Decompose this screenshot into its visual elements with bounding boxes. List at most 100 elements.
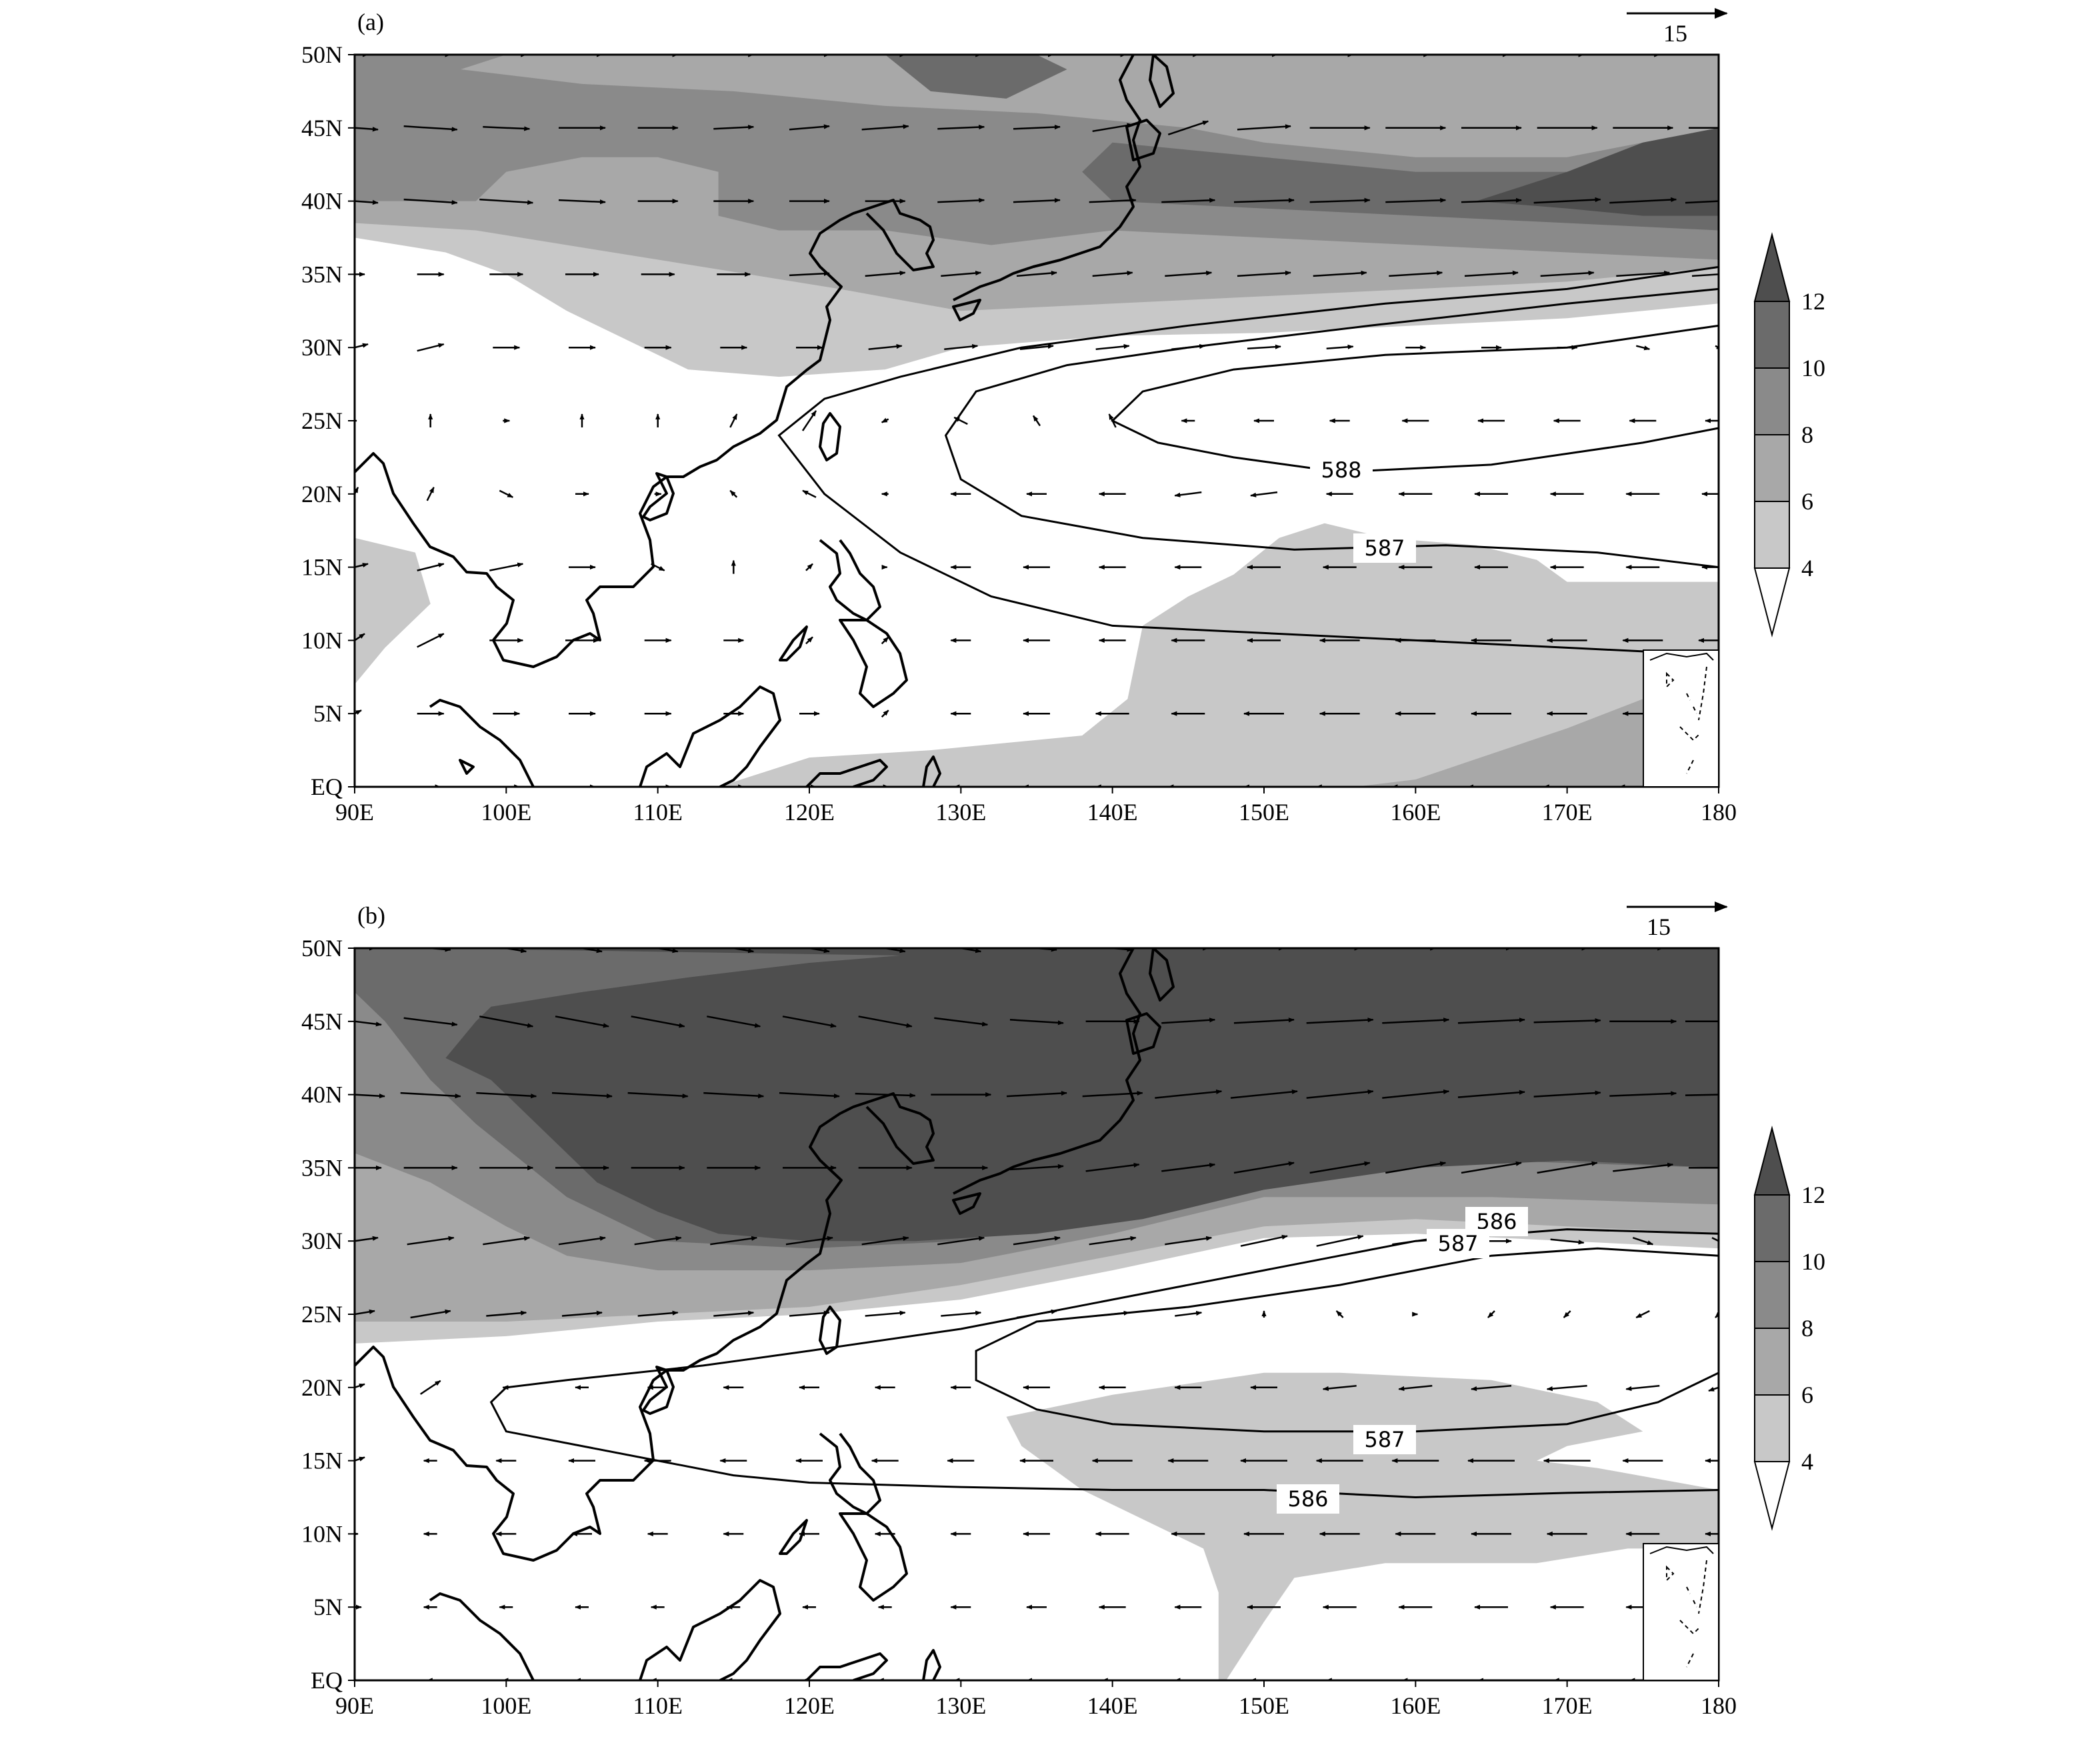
wind-vector-b	[1233, 1018, 1295, 1024]
wind-vector-b	[634, 1236, 682, 1246]
x-tick-label: 110E	[633, 799, 683, 825]
wind-vector-b	[1082, 1090, 1143, 1098]
colorbar-label: 8	[1801, 1315, 1813, 1342]
wind-vector-b	[1382, 1089, 1450, 1099]
wind-vector-a	[941, 270, 982, 277]
x-tick-label: 150E	[1239, 799, 1289, 825]
wind-vector-b	[558, 1236, 606, 1246]
wind-vector-b	[858, 1016, 913, 1028]
inset-map-b	[1643, 1543, 1719, 1681]
contour-label-588-a: 588	[1321, 457, 1361, 483]
wind-vector-b	[1715, 1312, 1719, 1318]
wind-vector-a	[1309, 197, 1371, 203]
x-tick-label: 120E	[784, 1692, 835, 1719]
shade-region-a-9	[1355, 669, 1719, 787]
colorbar-segment	[1754, 301, 1790, 369]
axis-ticks-a: 90E 100E 110E 120E 130E 140E 150E 160E 170E 180 EQ…	[301, 41, 1737, 825]
wind-vector-b	[1009, 1019, 1064, 1026]
map-panel-b: (b) 90E 100E	[301, 902, 1825, 1719]
wind-vector-b	[1471, 1385, 1512, 1392]
wind-vector-a	[417, 633, 445, 648]
y-tick-label: 40N	[301, 188, 343, 215]
x-tick-label: 110E	[633, 1692, 683, 1719]
wind-vector-a	[1233, 197, 1295, 203]
wind-vector-a	[1250, 491, 1278, 497]
wind-vector-b	[1613, 1162, 1674, 1172]
y-tick-label: 25N	[301, 1301, 343, 1328]
wind-vector-b	[1385, 1161, 1447, 1174]
wind-vector-b	[1316, 1234, 1364, 1247]
wind-vector-b	[1533, 1090, 1601, 1098]
wind-vector-b	[782, 1016, 837, 1028]
y-tick-label: 45N	[301, 1008, 343, 1035]
wind-vector-a	[1540, 270, 1595, 277]
contour-label-587-bottom-b: 587	[1364, 1427, 1405, 1452]
wind-vector-a	[403, 198, 458, 205]
wind-vector-b	[779, 1092, 840, 1099]
wind-vector-b	[561, 1310, 603, 1317]
colorbar-segment	[1754, 1394, 1790, 1462]
y-tick-label: 35N	[301, 1154, 343, 1181]
wind-vector-b	[707, 1016, 761, 1028]
shade-region-b-5	[1006, 1372, 1719, 1680]
reference-vector-b: 15	[1627, 902, 1728, 940]
coastlines-a	[355, 55, 1175, 787]
wind-vector-a	[881, 417, 889, 423]
wind-vector-b	[804, 948, 830, 954]
contour-labels-b: 586 587 587 586	[1277, 1207, 1528, 1514]
wind-vector-b	[937, 1236, 985, 1246]
reference-vector-label-a: 15	[1663, 20, 1687, 47]
shading-layer-b	[355, 948, 1719, 1680]
wind-vector-a	[1685, 200, 1719, 204]
wind-vector-b	[1609, 1091, 1677, 1097]
x-tick-label: 160E	[1390, 799, 1441, 825]
wind-vector-b	[479, 1016, 534, 1028]
y-tick-label: 10N	[301, 627, 343, 653]
wind-vector-a	[1237, 124, 1291, 131]
wind-vector-b	[710, 1236, 758, 1246]
wind-vector-b	[1102, 948, 1133, 952]
wind-vector-a	[1095, 343, 1130, 350]
wind-vector-b	[1625, 1385, 1660, 1392]
shade-region-a-4	[885, 55, 1067, 99]
shading-layer-a	[355, 55, 1719, 787]
wind-vector-b	[1026, 948, 1057, 952]
wind-vector-b	[577, 948, 603, 954]
wind-vector-a	[355, 709, 362, 715]
contour-labels-a: 588 587	[1310, 455, 1416, 563]
axis-ticks-b: 90E 100E 110E 120E 130E 140E 150E 160E 170E 180 EQ…	[301, 935, 1737, 1719]
wind-vector-a	[881, 636, 889, 645]
wind-vector-a	[1161, 197, 1216, 203]
y-tick-label: 50N	[301, 935, 343, 962]
wind-vector-a	[1385, 197, 1447, 203]
colorbar-segment	[1754, 501, 1790, 569]
wind-vector-b	[728, 948, 755, 954]
wind-vector-b	[1306, 1018, 1374, 1024]
wind-vector-a	[1461, 197, 1522, 203]
wind-vector-b	[501, 948, 527, 954]
wind-vector-a	[1171, 343, 1206, 350]
wind-vector-a	[1389, 270, 1443, 277]
wind-vector-b	[355, 1094, 385, 1099]
wind-vector-b	[1487, 1310, 1495, 1318]
wind-vector-b	[1006, 1090, 1067, 1098]
wind-vector-b	[1461, 1161, 1522, 1174]
wind-vector-a	[861, 124, 909, 131]
wind-vector-a	[944, 343, 979, 350]
wind-vector-a	[355, 343, 369, 349]
colorbar-triangle-icon	[1753, 232, 1791, 302]
contour-label-586-bottom-b: 586	[1287, 1486, 1328, 1512]
colorbar-label: 4	[1801, 555, 1813, 581]
shade-region-a-6	[1476, 127, 1719, 216]
wind-vector-a	[355, 633, 365, 641]
wind-vector-b	[865, 1310, 906, 1317]
wind-vector-a	[1013, 125, 1061, 130]
wind-vector-b	[420, 1380, 441, 1395]
wind-vector-b	[355, 1309, 375, 1316]
wind-vector-b	[1457, 1090, 1525, 1098]
wind-vector-a	[1016, 270, 1057, 277]
wind-vector-b	[407, 1236, 455, 1246]
wind-vector-b	[420, 948, 451, 952]
wind-vector-b	[1155, 1089, 1223, 1099]
